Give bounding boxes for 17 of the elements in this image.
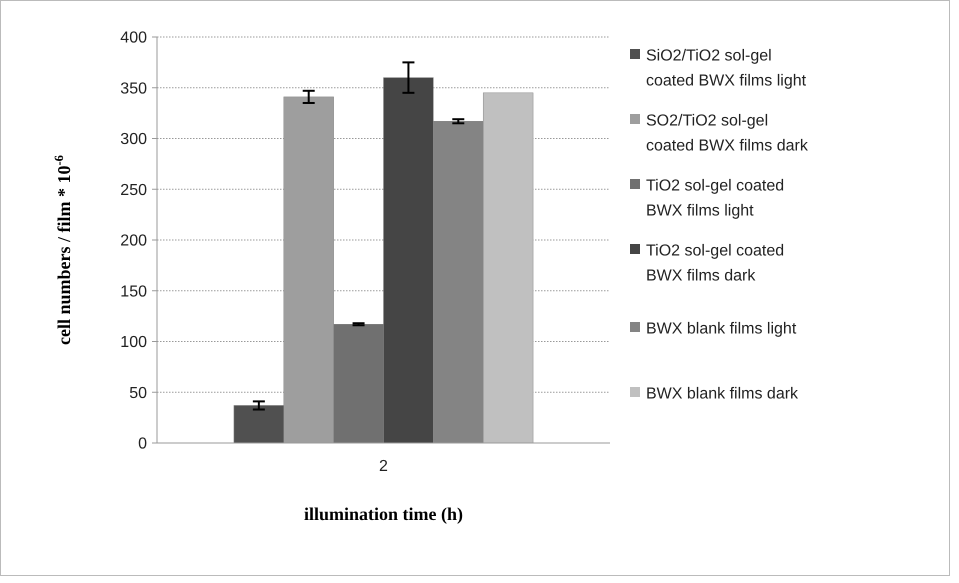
y-tick-label: 150	[120, 283, 148, 300]
y-tick-label: 300	[120, 131, 148, 148]
legend-label: SiO2/TiO2 sol-gel coated BWX films light	[646, 48, 807, 90]
legend-label: BWX blank films light	[646, 320, 797, 338]
y-tick-label: 0	[138, 436, 148, 453]
x-axis-title: illumination time (h)	[304, 504, 464, 524]
legend-label: TiO2 sol-gel coated BWX films light	[646, 178, 784, 220]
y-tick-label: 200	[120, 232, 148, 250]
x-tick-label: 2	[379, 458, 388, 475]
y-tick-label: 350	[120, 80, 148, 98]
legend-label: SO2/TiO2 sol-gel coated BWX films dark	[646, 112, 809, 155]
legend-label: BWX blank films dark	[646, 386, 800, 403]
y-tick-label: 100	[120, 334, 148, 352]
legend-label: TiO2 sol-gel coated BWX films dark	[646, 242, 784, 285]
y-tick-label: 250	[120, 182, 148, 199]
y-tick-label: 50	[129, 384, 148, 402]
y-tick-label: 400	[120, 30, 148, 47]
